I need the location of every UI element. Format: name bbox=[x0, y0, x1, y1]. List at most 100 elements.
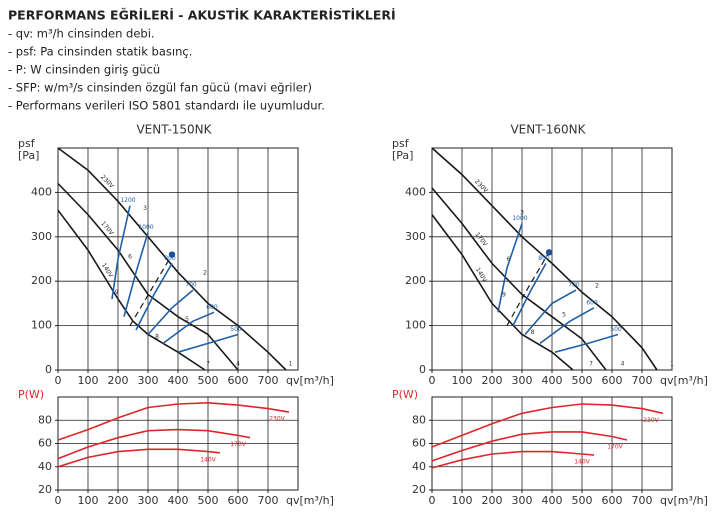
series-line bbox=[431, 147, 658, 371]
header-item: - Performans verileri ISO 5801 standardı… bbox=[8, 99, 325, 113]
x-tick-label: 700 bbox=[632, 494, 653, 507]
series-line bbox=[431, 187, 607, 371]
x-tick-label: 500 bbox=[572, 494, 593, 507]
x-tick-label: 100 bbox=[78, 494, 99, 507]
y-tick-label: 40 bbox=[412, 460, 426, 473]
x-tick-label: 600 bbox=[228, 374, 249, 387]
x-tick-label: 500 bbox=[198, 374, 219, 387]
curve-point-label: 1 bbox=[289, 360, 293, 367]
series-line bbox=[497, 223, 523, 313]
series-label: 600 bbox=[586, 299, 598, 306]
y-axis-label: P(W) bbox=[392, 388, 418, 401]
curve-point-label: 3 bbox=[143, 205, 147, 212]
x-tick-label: 200 bbox=[108, 494, 129, 507]
y-tick-label: 300 bbox=[31, 230, 52, 243]
y-tick-label: 300 bbox=[405, 230, 426, 243]
curve-point-label: 6 bbox=[507, 256, 511, 263]
x-tick-label: 300 bbox=[138, 494, 159, 507]
header-title: PERFORMANS EĞRİLERİ - AKUSTİK KARAKTERİS… bbox=[8, 8, 396, 23]
header-item: - qv: m³/h cinsinden debi. bbox=[8, 27, 155, 41]
series-line bbox=[431, 214, 574, 371]
y-tick-label: 60 bbox=[412, 437, 426, 450]
chart-title: VENT-150NK bbox=[136, 123, 212, 137]
x-tick-label: 600 bbox=[602, 374, 623, 387]
curve-point-label: 7 bbox=[206, 360, 210, 367]
series-line bbox=[177, 333, 239, 353]
y-tick-label: 40 bbox=[38, 460, 52, 473]
y-axis-label: psf bbox=[18, 137, 36, 150]
y-tick-label: 400 bbox=[405, 185, 426, 198]
x-tick-label: 0 bbox=[55, 494, 62, 507]
x-axis-label: qv[m³/h] bbox=[286, 494, 334, 507]
x-tick-label: 600 bbox=[228, 494, 249, 507]
x-tick-label: 700 bbox=[258, 374, 279, 387]
series-label: 800 bbox=[164, 255, 176, 262]
x-tick-label: 400 bbox=[542, 374, 563, 387]
x-axis-label: qv[m³/h] bbox=[286, 374, 334, 387]
y-tick-label: 20 bbox=[38, 483, 52, 496]
series-line bbox=[431, 403, 664, 448]
operating-point bbox=[545, 249, 553, 256]
curve-point-label: 4 bbox=[236, 360, 240, 367]
x-tick-label: 500 bbox=[572, 374, 593, 387]
series-line bbox=[506, 251, 550, 326]
x-tick-label: 400 bbox=[168, 494, 189, 507]
series-line bbox=[162, 311, 215, 345]
series-label: 170V bbox=[607, 444, 623, 451]
chart-title: VENT-160NK bbox=[510, 123, 586, 137]
y-tick-label: 80 bbox=[412, 413, 426, 426]
curve-point-label: 5 bbox=[562, 311, 566, 318]
x-tick-label: 200 bbox=[108, 374, 129, 387]
series-label: 140V bbox=[100, 262, 115, 280]
y-tick-label: 80 bbox=[38, 413, 52, 426]
series-label: 230V bbox=[99, 174, 115, 191]
curve-point-label: 2 bbox=[203, 269, 207, 276]
y-tick-label: 20 bbox=[412, 483, 426, 496]
series-line bbox=[57, 448, 221, 468]
header-item: - P: W cinsinden giriş gücü bbox=[8, 63, 160, 77]
series-line bbox=[111, 205, 131, 300]
series-label: 170V bbox=[474, 231, 489, 248]
y-tick-label: 200 bbox=[405, 274, 426, 287]
series-line bbox=[135, 262, 173, 331]
x-tick-label: 300 bbox=[512, 494, 533, 507]
header-item: - psf: Pa cinsinden statik basınç. bbox=[8, 45, 192, 59]
series-label: 500 bbox=[230, 326, 242, 333]
x-tick-label: 200 bbox=[482, 374, 503, 387]
curve-point-label: 3 bbox=[520, 209, 524, 216]
x-tick-label: 400 bbox=[168, 374, 189, 387]
curve-point-label: 5 bbox=[185, 316, 189, 323]
header-item: - SFP: w/m³/s cinsinden özgül fan gücü (… bbox=[8, 81, 312, 95]
series-label: 600 bbox=[206, 304, 218, 311]
y-tick-label: 100 bbox=[405, 319, 426, 332]
series-label: 140V bbox=[200, 456, 216, 463]
series-line bbox=[539, 307, 595, 345]
curve-point-label: 9 bbox=[115, 289, 119, 296]
series-label: 800 bbox=[538, 255, 550, 262]
series-line bbox=[57, 401, 290, 441]
series-label: 700 bbox=[185, 282, 197, 289]
x-tick-label: 100 bbox=[78, 374, 99, 387]
series-line bbox=[524, 289, 577, 336]
curve-point-label: 6 bbox=[128, 254, 132, 261]
y-axis-label: P(W) bbox=[18, 388, 44, 401]
curve-point-label: 9 bbox=[502, 291, 506, 298]
series-line bbox=[123, 232, 149, 317]
curve-point-label: 7 bbox=[589, 360, 593, 367]
x-tick-label: 300 bbox=[512, 374, 533, 387]
x-tick-label: 400 bbox=[542, 494, 563, 507]
x-tick-label: 0 bbox=[429, 374, 436, 387]
x-axis-label: qv[m³/h] bbox=[660, 494, 708, 507]
series-line bbox=[512, 263, 547, 326]
y-tick-label: 60 bbox=[38, 437, 52, 450]
operating-point bbox=[168, 251, 176, 258]
series-line bbox=[554, 333, 619, 353]
y-axis-unit: [Pa] bbox=[392, 149, 413, 162]
series-label: 170V bbox=[230, 441, 246, 448]
series-line bbox=[57, 428, 251, 460]
x-tick-label: 700 bbox=[258, 494, 279, 507]
x-tick-label: 600 bbox=[602, 494, 623, 507]
series-label: 500 bbox=[610, 326, 622, 333]
series-label: 1000 bbox=[138, 224, 153, 231]
